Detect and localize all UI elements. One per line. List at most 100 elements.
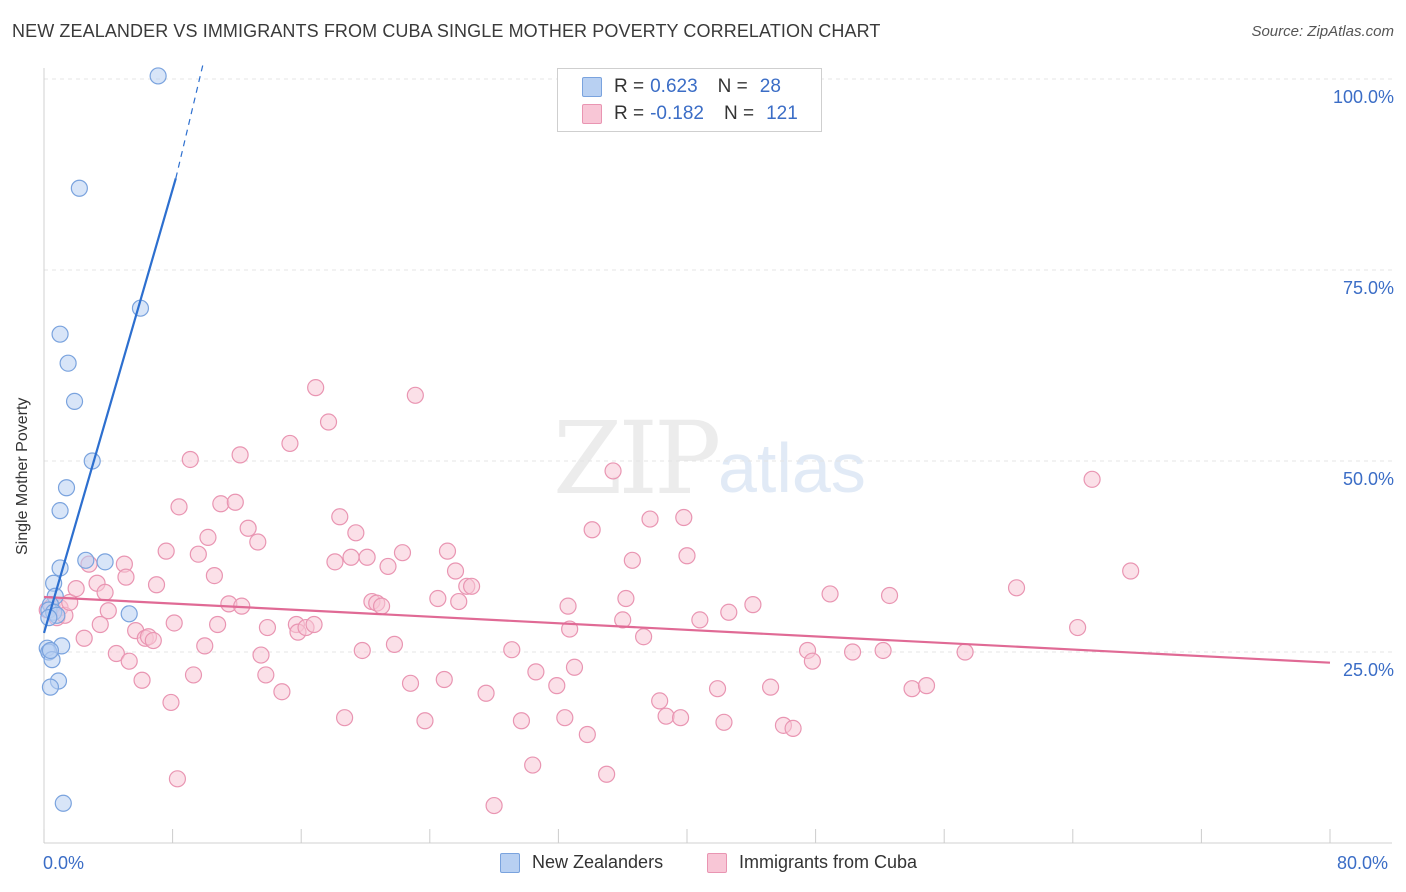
cuba-point-111 [821,585,839,603]
watermark-zip: ZIP [553,400,721,517]
cuba-point-81 [527,663,545,681]
cuba-point-86 [565,658,584,676]
cuba-point-110 [803,652,821,670]
cuba-point-98 [671,709,690,727]
cuba-point-102 [708,680,727,698]
cuba-point-121 [1122,562,1140,580]
cuba-point-50 [305,615,323,634]
cuba-point-96 [651,692,669,710]
cuba-point-24 [162,693,180,712]
cuba-point-52 [319,413,338,431]
legend-n-label: N = [723,103,755,124]
cuba-trend-line [43,595,1331,664]
cuba-point-116 [917,677,936,695]
chart-title: NEW ZEALANDER VS IMMIGRANTS FROM CUBA SI… [12,21,881,41]
x-tick-label-min: 0.0% [43,853,85,873]
cuba-point-23 [157,542,175,560]
cuba-point-66 [401,674,420,692]
cuba-point-16 [120,652,138,670]
cuba-point-83 [556,709,574,727]
nz-point-25 [41,678,60,696]
cuba-point-78 [503,641,521,659]
cuba-point-69 [429,589,447,608]
cuba-point-55 [336,709,354,727]
cuba-point-62 [372,597,391,615]
cuba-point-72 [446,562,465,580]
cuba-point-40 [239,519,257,537]
legend-r-label: R = [614,76,645,97]
cuba-point-76 [477,684,495,702]
cuba-point-84 [559,597,577,615]
cuba-point-97 [657,707,675,725]
cuba-point-29 [184,666,203,684]
nz-point-4 [59,354,77,372]
legend-swatch-pink [582,104,602,124]
nz-point-1 [70,179,88,197]
nz-point-0 [149,67,167,85]
cuba-point-6 [67,579,85,598]
cuba-point-114 [880,586,899,605]
cuba-point-64 [385,635,404,653]
cuba-point-43 [257,666,275,684]
cuba-point-39 [231,446,249,464]
cuba-point-45 [273,683,291,701]
cuba-point-63 [379,557,397,576]
legend-n-label: N = [717,76,748,97]
y-tick-label-50: 50.0% [1342,469,1394,489]
cuba-point-88 [583,521,601,539]
cuba-point-28 [181,450,199,469]
nz-point-10 [96,553,114,571]
nz-point-3 [51,325,69,343]
cuba-point-82 [548,677,566,695]
cuba-point-108 [784,719,802,738]
cuba-point-90 [604,462,622,480]
y-tick-label-25: 25.0% [1342,660,1394,680]
cuba-point-18 [133,671,151,689]
series-legend-new-zealanders[interactable]: New Zealanders [500,852,663,873]
cuba-point-34 [209,615,227,634]
cuba-point-35 [212,495,230,513]
y-tick-label-100: 100.0% [1332,87,1394,107]
cuba-point-106 [761,678,780,696]
cuba-point-25 [165,614,183,632]
cuba-point-89 [598,765,616,783]
nz-point-5 [65,392,84,411]
nz-point-19 [120,605,138,623]
cuba-point-37 [226,493,244,511]
cuba-point-44 [258,618,277,637]
cuba-point-94 [634,628,653,646]
cuba-point-13 [107,644,125,663]
nz-point-27 [41,641,60,660]
legend-n-value: 121 [766,103,798,124]
cuba-point-27 [170,498,188,516]
cuba-point-79 [512,712,531,730]
series-legend-label: New Zealanders [532,852,664,872]
cuba-point-95 [641,510,659,528]
watermark-atlas: atlas [718,429,866,507]
cuba-point-92 [617,589,635,608]
series-legend: New Zealanders Immigrants from Cuba [0,852,1406,878]
stats-legend: R = 0.623 N = 28 R = -0.182 N = 121 [557,68,822,132]
cuba-point-68 [416,712,434,730]
cuba-point-30 [189,545,207,563]
cuba-point-67 [406,386,424,404]
cuba-point-73 [450,592,468,611]
cuba-point-57 [347,524,365,542]
legend-r-label: R = [614,103,645,124]
cuba-point-71 [438,542,457,560]
cuba-point-59 [358,548,376,566]
cuba-point-75 [462,577,481,595]
legend-r-value: -0.182 [650,103,704,124]
nz-trend-line-extension [175,63,204,179]
y-tick-label-75: 75.0% [1342,278,1394,298]
cuba-point-46 [281,434,299,453]
cuba-point-58 [353,641,371,660]
cuba-point-80 [524,756,542,774]
cuba-point-77 [485,796,503,815]
cuba-point-118 [1007,579,1026,597]
series-legend-cuba[interactable]: Immigrants from Cuba [707,852,917,873]
cuba-point-120 [1083,470,1101,488]
series-legend-label: Immigrants from Cuba [739,852,918,872]
cuba-point-53 [326,553,344,571]
